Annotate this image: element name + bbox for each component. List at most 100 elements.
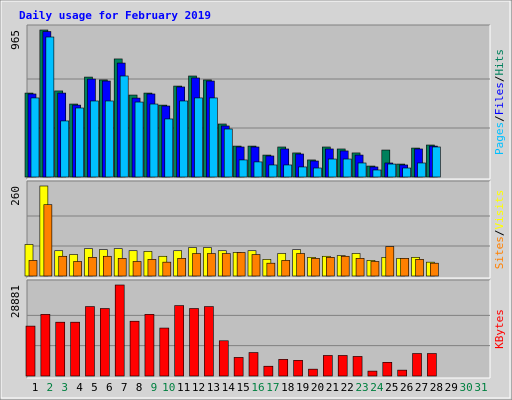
bar <box>90 100 99 178</box>
legend-entry: Sites <box>493 236 506 269</box>
bar <box>427 353 437 377</box>
bar <box>85 306 95 377</box>
bar <box>323 355 333 377</box>
x-tick-label: 26 <box>400 381 413 394</box>
bar <box>73 261 82 277</box>
bar <box>266 262 276 277</box>
bar <box>268 164 278 178</box>
x-tick-label: 19 <box>296 381 309 394</box>
bar <box>207 253 216 277</box>
bar <box>117 258 127 277</box>
bar <box>382 362 393 377</box>
x-tick-label: 21 <box>326 381 339 394</box>
bar <box>397 369 407 377</box>
bar <box>119 75 129 178</box>
x-tick-label: 1 <box>32 381 39 394</box>
x-tick-label: 7 <box>121 381 128 394</box>
y-tick-label: 28881 <box>9 285 22 318</box>
bar <box>328 158 337 178</box>
bar <box>88 257 97 277</box>
bar <box>248 352 259 377</box>
bar <box>45 36 55 178</box>
x-tick-label: 15 <box>237 381 250 394</box>
chart-title: Daily usage for February 2019 <box>19 9 211 22</box>
x-tick-label: 20 <box>311 381 324 394</box>
bar <box>25 325 36 377</box>
bar <box>129 320 140 377</box>
x-tick-label: 6 <box>106 381 113 394</box>
bar <box>164 118 174 178</box>
bar <box>233 357 244 377</box>
bar <box>311 258 320 277</box>
bar <box>402 167 411 178</box>
bar <box>134 101 144 178</box>
x-tick-label: 31 <box>474 381 487 394</box>
x-tick-label: 12 <box>192 381 205 394</box>
bar <box>340 255 350 277</box>
x-tick-label: 2 <box>47 381 54 394</box>
bar <box>30 97 40 178</box>
bar <box>236 252 246 277</box>
bar <box>293 360 303 377</box>
x-tick-label: 27 <box>415 381 428 394</box>
x-tick-label: 17 <box>266 381 279 394</box>
bar <box>355 258 365 277</box>
bar <box>221 253 231 277</box>
bar <box>432 146 441 178</box>
bar <box>251 254 261 277</box>
x-tick-label: 8 <box>136 381 143 394</box>
x-tick-label: 28 <box>430 381 443 394</box>
legend-separator: / <box>493 230 506 237</box>
x-tick-label: 29 <box>445 381 458 394</box>
x-tick-label: 10 <box>162 381 175 394</box>
legend-separator: / <box>493 76 506 83</box>
bar <box>238 159 248 178</box>
legend: Pages/Files/Hits <box>493 49 506 155</box>
bar <box>103 255 112 277</box>
bar <box>75 107 84 178</box>
bar <box>194 97 203 178</box>
bar <box>114 284 125 377</box>
bar <box>337 355 348 377</box>
legend-separator: / <box>493 115 506 122</box>
bar <box>179 100 188 178</box>
x-tick-label: 4 <box>76 381 83 394</box>
x-tick-label: 18 <box>281 381 294 394</box>
bar <box>352 356 363 377</box>
x-tick-label: 24 <box>370 381 384 394</box>
bar <box>149 103 159 178</box>
bar <box>105 100 114 178</box>
bar <box>417 162 426 178</box>
bar <box>223 128 233 178</box>
bar <box>40 314 51 377</box>
bar <box>281 260 291 277</box>
bar <box>28 260 38 277</box>
bar <box>174 305 184 377</box>
legend-entry: Hits <box>493 49 506 76</box>
bar <box>70 321 80 377</box>
bar <box>144 314 155 377</box>
bar <box>60 120 70 178</box>
legend: Sites/Visits <box>493 190 506 270</box>
bar <box>100 308 110 377</box>
bar <box>283 164 293 178</box>
bar <box>147 259 157 277</box>
legend-entry: Pages <box>493 122 506 155</box>
bar <box>367 370 378 377</box>
bar <box>253 161 263 178</box>
bar <box>132 261 142 277</box>
bar <box>298 166 307 178</box>
bar <box>43 204 53 277</box>
bar <box>278 359 289 377</box>
bar <box>55 321 66 377</box>
x-tick-label: 14 <box>222 381 236 394</box>
bar <box>263 365 274 377</box>
x-tick-label: 22 <box>341 381 354 394</box>
bar <box>204 306 214 377</box>
bar <box>308 368 318 377</box>
bar <box>313 167 322 178</box>
bar <box>296 253 305 277</box>
bar <box>326 257 335 277</box>
